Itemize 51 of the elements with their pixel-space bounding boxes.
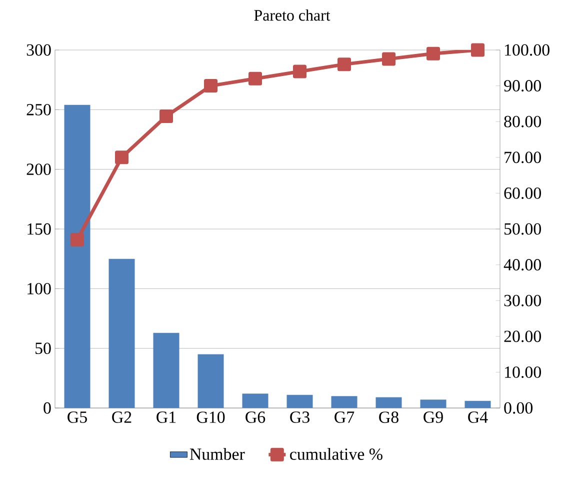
legend-label: Number xyxy=(190,448,245,460)
y2-tick-label: 100.00 xyxy=(505,44,550,56)
y-tick-label: 50 xyxy=(36,342,51,354)
y2-tick-label: 20.00 xyxy=(504,330,541,342)
y2-tick-label: 70.00 xyxy=(504,152,541,164)
x-tick-label: G2 xyxy=(112,412,132,423)
point xyxy=(426,46,440,60)
point xyxy=(248,72,262,86)
y2-tick-label: 50.00 xyxy=(504,223,541,235)
y-tick-label: 0 xyxy=(44,402,51,414)
y-tick-label: 100 xyxy=(28,282,51,294)
bar xyxy=(242,394,268,408)
y2-tick-label: 0.00 xyxy=(504,402,533,414)
y2-tick-label: 90.00 xyxy=(504,80,541,92)
point xyxy=(115,150,129,164)
y2-tick-label: 60.00 xyxy=(504,187,541,199)
point xyxy=(338,58,352,72)
y-tick-label: 200 xyxy=(26,164,51,176)
x-tick-label: G6 xyxy=(246,412,266,423)
x-tick-label: G10 xyxy=(196,412,225,423)
y-tick-label: 250 xyxy=(26,104,51,116)
point xyxy=(382,52,396,66)
chart-title: Pareto chart xyxy=(254,10,330,21)
point xyxy=(293,64,307,78)
y2-tick-label: 10.00 xyxy=(505,366,541,378)
bar xyxy=(331,396,358,408)
bar xyxy=(198,354,224,408)
y-tick-label: 150 xyxy=(28,223,51,235)
bar xyxy=(64,104,90,408)
point xyxy=(204,79,218,93)
point xyxy=(160,109,174,123)
x-tick-label: G4 xyxy=(468,412,488,423)
bar xyxy=(153,332,180,408)
x-tick-label: G7 xyxy=(334,412,354,423)
x-tick-label: G3 xyxy=(290,412,310,423)
bar xyxy=(420,400,446,408)
bar xyxy=(376,397,402,408)
y2-tick-label: 40.00 xyxy=(504,259,541,271)
x-tick-label: G5 xyxy=(68,412,87,423)
bar xyxy=(286,394,313,408)
point xyxy=(70,232,84,246)
y2-tick-label: 30.00 xyxy=(504,294,541,306)
x-tick-label: G8 xyxy=(379,412,398,423)
point xyxy=(471,43,485,57)
legend-label: cumulative % xyxy=(290,448,382,460)
bar xyxy=(464,400,491,408)
y-tick-label: 300 xyxy=(26,44,51,56)
bar xyxy=(108,258,135,408)
x-tick-label: G9 xyxy=(424,412,443,423)
x-tick-label: G1 xyxy=(156,412,176,423)
y2-tick-label: 80.00 xyxy=(504,116,541,128)
